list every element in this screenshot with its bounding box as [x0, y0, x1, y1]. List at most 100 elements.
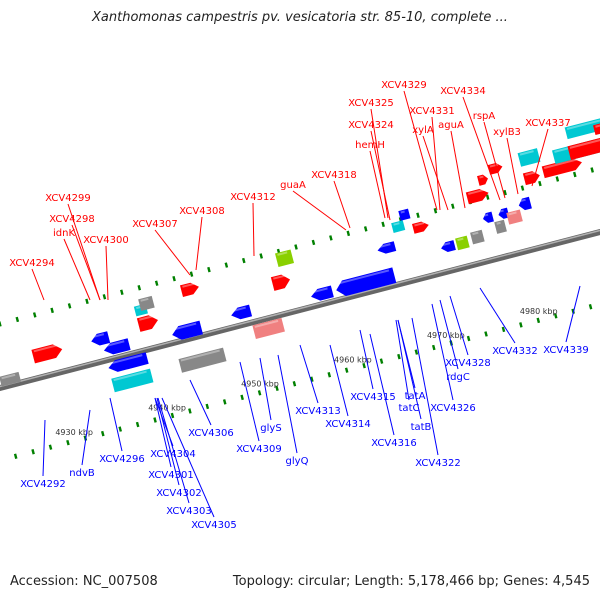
gene-label: XCV4339 — [543, 345, 588, 356]
gene-shape — [470, 229, 485, 245]
gene-feature — [231, 304, 253, 320]
gene-label: aguA — [438, 120, 464, 131]
gene-shine — [254, 319, 279, 328]
track-dot — [346, 230, 351, 237]
gene-label: XCV4324 — [348, 120, 393, 131]
gene-features[interactable] — [0, 117, 600, 393]
track-dot — [67, 303, 72, 309]
track-dot — [484, 331, 488, 337]
gene-feature — [172, 320, 203, 340]
leader-line — [329, 344, 349, 417]
leader-line — [157, 397, 190, 504]
gene-shine — [277, 251, 288, 256]
gene-label: tatB — [411, 422, 432, 433]
gene-shape — [252, 317, 285, 340]
gene-shine — [231, 306, 246, 313]
gene-feature — [483, 211, 494, 223]
track-dot — [205, 403, 210, 410]
gene-shape — [179, 282, 199, 298]
leader-line — [154, 397, 172, 468]
leader-line — [42, 419, 46, 477]
leader-line — [431, 303, 454, 401]
track-dots — [0, 167, 594, 464]
track-dot — [137, 285, 142, 291]
leader-line — [479, 287, 516, 344]
leader-line — [292, 190, 347, 231]
gene-shape — [0, 371, 22, 387]
track-dot — [327, 371, 332, 378]
gene-shine — [525, 171, 536, 176]
gene-feature — [465, 188, 489, 205]
track-dot — [172, 275, 176, 282]
genome-axis — [0, 229, 600, 391]
gene-shape — [108, 352, 149, 372]
track-dot — [381, 221, 385, 228]
gene-shine — [180, 349, 220, 362]
gene-shine — [113, 370, 147, 382]
track-dot — [275, 385, 279, 392]
kbp-tick-label: 4970 kbp — [427, 331, 465, 340]
leader-line — [395, 319, 410, 401]
leader-line — [63, 238, 91, 301]
leader-line — [252, 202, 255, 257]
gene-label: XCV4313 — [295, 406, 340, 417]
label-leader-lines — [31, 90, 581, 518]
gene-shine — [182, 282, 195, 288]
gene-labels[interactable]: XCV4294XCV4299XCV4298idnKXCV4300XCV4307X… — [9, 80, 588, 531]
gene-shape — [103, 338, 131, 355]
gene-feature — [252, 317, 285, 340]
gene-feature — [274, 249, 295, 268]
track-dot — [379, 358, 384, 364]
leader-line — [506, 137, 519, 195]
gene-shine — [483, 213, 489, 217]
gene-feature — [31, 344, 63, 364]
gene-shine — [1, 373, 16, 380]
gene-shape — [441, 240, 456, 252]
kbp-tick-label: 4930 kbp — [55, 428, 93, 437]
gene-shine — [467, 188, 484, 195]
gene-shape — [270, 274, 291, 291]
track-dot — [207, 266, 211, 273]
track-dot — [153, 417, 157, 423]
gene-shine — [595, 123, 600, 128]
gene-shape — [412, 221, 429, 234]
gene-feature — [470, 229, 485, 245]
gene-label: rdgC — [446, 372, 470, 383]
track-dot — [102, 294, 107, 300]
gene-shine — [33, 344, 58, 353]
gene-shape — [483, 211, 494, 223]
gene-shape — [311, 285, 334, 301]
gene-shape — [487, 163, 503, 175]
leader-line — [450, 130, 466, 209]
gene-feature — [391, 220, 406, 233]
track-dot — [590, 167, 594, 173]
gene-shape — [178, 347, 227, 373]
gene-shape — [498, 207, 510, 219]
gene-feature — [270, 274, 291, 291]
gene-label: XCV4296 — [99, 454, 144, 465]
gene-label: xylA — [412, 125, 434, 136]
gene-feature — [412, 221, 429, 234]
kbp-tick-label: 4980 kbp — [520, 307, 558, 316]
gene-shape — [274, 249, 295, 268]
track-dot — [224, 262, 229, 268]
gene-shine — [489, 163, 499, 168]
leader-line — [422, 135, 449, 211]
track-dot — [240, 394, 244, 401]
track-dot — [292, 381, 297, 387]
leader-line — [105, 245, 109, 301]
gene-feature — [477, 174, 488, 186]
leader-line — [109, 397, 123, 452]
axis-line — [0, 229, 600, 391]
gene-label: XCV4306 — [188, 428, 233, 439]
gene-shine — [566, 119, 600, 130]
leader-line — [369, 150, 386, 219]
leader-line — [277, 354, 298, 454]
gene-shape — [506, 209, 523, 225]
track-dot — [13, 453, 18, 459]
gene-shape — [31, 344, 63, 364]
gene-label: XCV4322 — [415, 458, 460, 469]
gene-feature — [518, 196, 532, 211]
track-dot — [451, 203, 455, 209]
